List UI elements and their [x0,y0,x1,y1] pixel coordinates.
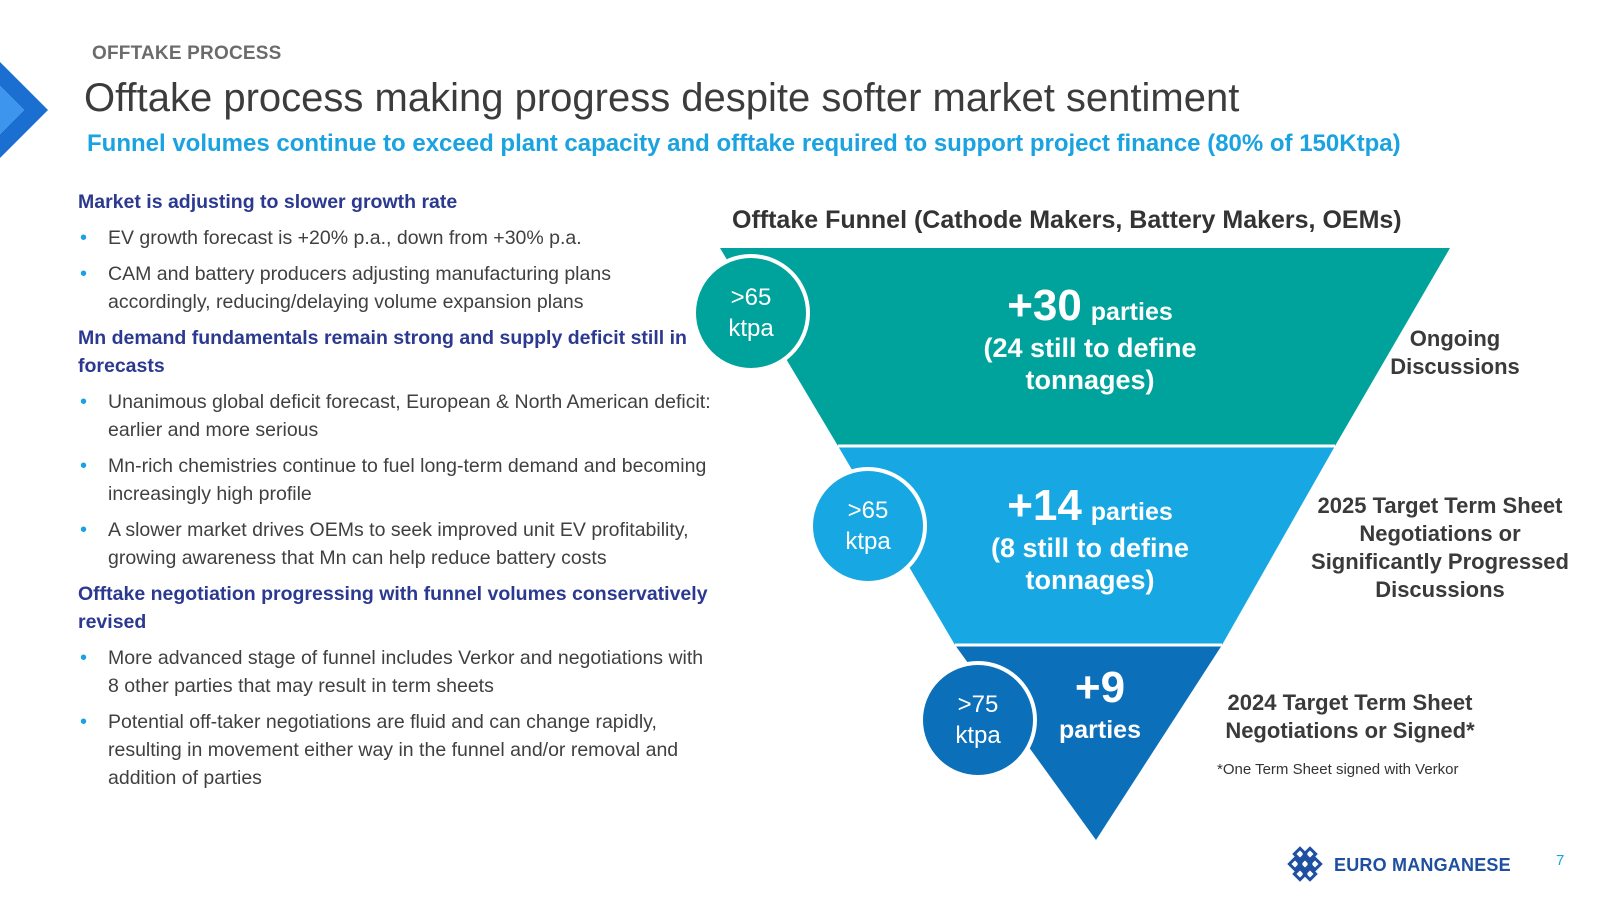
bullet-item: CAM and battery producers adjusting manu… [78,260,718,316]
bullet-item: More advanced stage of funnel includes V… [78,644,718,700]
page-title: Offtake process making progress despite … [84,76,1240,120]
chevron-arrow-icon [0,62,48,158]
party-count: +14 [1007,481,1082,530]
company-logo: EURO MANGANESE [1286,846,1511,884]
section-negotiation: Offtake negotiation progressing with fun… [78,580,718,792]
stage-detail: tonnages) [1025,365,1155,395]
section-heading: Mn demand fundamentals remain strong and… [78,327,687,377]
stage-label: +14 parties (8 still to define tonnages) [920,480,1260,596]
stage-detail: (24 still to define [983,333,1197,363]
volume-unit: ktpa [728,315,774,342]
stage-side-label: 2024 Target Term Sheet Negotiations or S… [1225,690,1475,743]
volume-value: >65 [847,497,889,524]
bullet-item: Potential off-taker negotiations are flu… [78,708,718,792]
bullet-item: EV growth forecast is +20% p.a., down fr… [78,224,718,252]
stage-label: +30 parties (24 still to define tonnages… [920,280,1260,396]
section-heading: Offtake negotiation progressing with fun… [78,583,708,633]
footnote: *One Term Sheet signed with Verkor [1217,761,1459,778]
section-kicker: OFFTAKE PROCESS [92,43,282,64]
party-unit: parties [1090,298,1173,326]
bullet-list: More advanced stage of funnel includes V… [78,644,718,792]
party-count: +9 [1074,663,1126,712]
stage-side-label: 2025 Target Term Sheet Negotiations or S… [1311,493,1569,602]
left-content: Market is adjusting to slower growth rat… [78,188,718,800]
stage-detail: (8 still to define [990,533,1190,563]
section-demand: Mn demand fundamentals remain strong and… [78,324,718,572]
stage-detail: tonnages) [1025,565,1155,595]
knot-logo-icon [1287,846,1323,882]
party-count: +30 [1007,281,1082,330]
bullet-item: A slower market drives OEMs to seek impr… [78,516,718,572]
volume-value: >75 [957,691,999,718]
volume-badge: >65 ktpa [692,254,810,372]
party-unit: parties [1090,498,1173,526]
volume-unit: ktpa [955,722,1001,749]
company-name: EURO MANGANESE [1334,854,1511,875]
funnel-title: Offtake Funnel (Cathode Makers, Battery … [732,206,1402,234]
stage-side-label: Ongoing Discussions [1390,326,1520,379]
stage-label: +9 parties [1020,662,1180,746]
bullet-list: Unanimous global deficit forecast, Europ… [78,388,718,572]
volume-badge: >65 ktpa [809,467,927,585]
bullet-item: Mn-rich chemistries continue to fuel lon… [78,452,718,508]
bullet-list: EV growth forecast is +20% p.a., down fr… [78,224,718,316]
bullet-item: Unanimous global deficit forecast, Europ… [78,388,718,444]
page-subtitle: Funnel volumes continue to exceed plant … [87,130,1401,157]
volume-value: >65 [730,284,772,311]
section-market: Market is adjusting to slower growth rat… [78,188,718,316]
section-heading: Market is adjusting to slower growth rat… [78,191,458,213]
volume-unit: ktpa [845,528,891,555]
page-number: 7 [1556,852,1565,869]
party-unit: parties [1059,716,1141,744]
volume-badge: >75 ktpa [919,661,1037,779]
